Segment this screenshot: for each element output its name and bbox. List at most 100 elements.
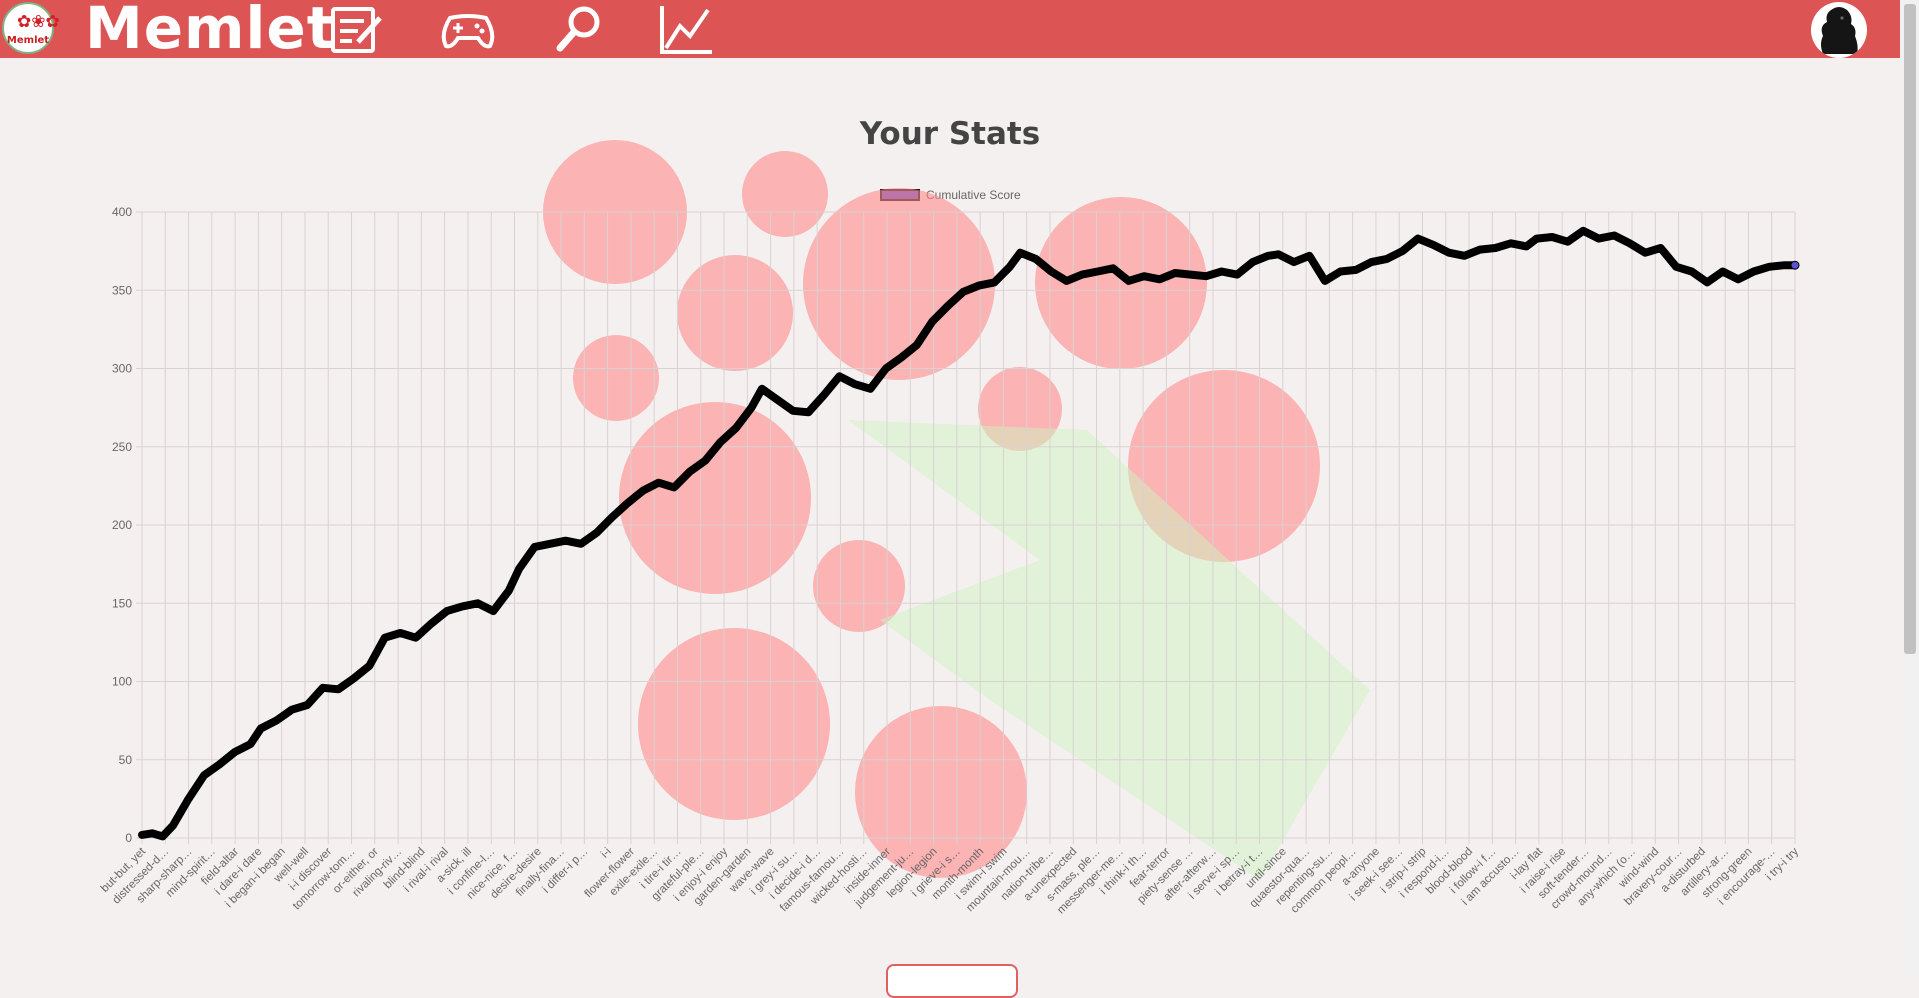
data-point bbox=[366, 663, 372, 669]
chart-lines bbox=[138, 226, 1800, 841]
data-point bbox=[320, 685, 326, 691]
data-point bbox=[382, 635, 388, 641]
data-point bbox=[1461, 253, 1467, 259]
background-bubble bbox=[619, 402, 811, 594]
data-point bbox=[258, 725, 264, 731]
data-point bbox=[1580, 228, 1586, 234]
chart-grid bbox=[136, 211, 1796, 844]
data-point bbox=[594, 530, 600, 536]
data-point bbox=[960, 289, 966, 295]
data-point bbox=[1689, 268, 1695, 274]
data-point bbox=[1549, 234, 1555, 240]
data-point bbox=[232, 749, 238, 755]
gamepad-icon[interactable] bbox=[440, 4, 496, 54]
data-point bbox=[1704, 279, 1710, 285]
data-point bbox=[1033, 256, 1039, 262]
data-point bbox=[687, 469, 693, 475]
data-point bbox=[413, 635, 419, 641]
y-tick-label: 150 bbox=[112, 596, 132, 610]
data-point bbox=[929, 319, 935, 325]
search-icon[interactable] bbox=[552, 4, 608, 54]
x-axis-ticks: but-but, yetdistressed-d…sharp-sharp…min… bbox=[99, 845, 1801, 916]
data-point bbox=[1492, 245, 1498, 251]
background-bubble bbox=[813, 540, 905, 632]
data-point bbox=[1751, 268, 1757, 274]
data-point bbox=[1735, 276, 1741, 282]
background-bubble bbox=[1035, 197, 1207, 369]
data-point bbox=[945, 303, 951, 309]
data-point bbox=[790, 408, 796, 414]
data-point bbox=[1477, 247, 1483, 253]
data-point bbox=[1079, 272, 1085, 278]
data-point bbox=[351, 675, 357, 681]
data-point bbox=[852, 381, 858, 387]
data-point-last bbox=[1790, 260, 1800, 270]
data-point bbox=[1596, 236, 1602, 242]
edit-notes-icon[interactable] bbox=[328, 4, 384, 54]
data-point bbox=[444, 608, 450, 614]
data-point bbox=[1291, 259, 1297, 265]
y-tick-label: 350 bbox=[112, 283, 132, 297]
data-point bbox=[335, 686, 341, 692]
data-point bbox=[506, 588, 512, 594]
background-bubble bbox=[855, 706, 1027, 878]
data-point bbox=[1565, 239, 1571, 245]
data-point bbox=[1534, 236, 1540, 242]
data-point bbox=[1415, 236, 1421, 242]
data-point bbox=[609, 514, 615, 520]
background-bubble bbox=[638, 628, 830, 820]
data-point bbox=[160, 833, 166, 839]
data-point bbox=[1234, 272, 1240, 278]
data-point bbox=[1064, 278, 1070, 284]
data-point bbox=[1627, 240, 1633, 246]
data-point bbox=[1157, 276, 1163, 282]
data-point bbox=[821, 392, 827, 398]
x-tick-label: i-i bbox=[599, 846, 614, 861]
data-point bbox=[1508, 240, 1514, 246]
background-bubble bbox=[677, 255, 793, 371]
logo-text: Memlet bbox=[6, 35, 50, 46]
data-point bbox=[898, 355, 904, 361]
stats-chart-icon[interactable] bbox=[658, 4, 714, 54]
data-point bbox=[1126, 278, 1132, 284]
data-point bbox=[1306, 253, 1312, 259]
data-point bbox=[836, 373, 842, 379]
data-point bbox=[1782, 262, 1788, 268]
brand-title[interactable]: Memlet bbox=[85, 0, 336, 62]
data-point bbox=[749, 405, 755, 411]
data-point bbox=[625, 500, 631, 506]
data-point bbox=[805, 409, 811, 415]
page-title: Your Stats bbox=[859, 116, 1041, 152]
data-point bbox=[475, 600, 481, 606]
data-point bbox=[1322, 278, 1328, 284]
y-tick-label: 400 bbox=[112, 205, 132, 219]
logo[interactable]: ✿❀✿ Memlet bbox=[2, 2, 60, 54]
scrollbar-thumb[interactable] bbox=[1904, 4, 1916, 654]
data-point bbox=[1250, 259, 1256, 265]
data-point bbox=[1172, 270, 1178, 276]
y-tick-label: 250 bbox=[112, 440, 132, 454]
data-point bbox=[201, 772, 207, 778]
data-point bbox=[991, 279, 997, 285]
y-tick-label: 50 bbox=[119, 753, 133, 767]
data-point bbox=[759, 386, 765, 392]
data-point bbox=[139, 832, 145, 838]
stats-chart: 0 50 100 150 200 250 300 350 400 but-but, yetdis… bbox=[99, 140, 1801, 916]
legend-label: Cumulative Score bbox=[926, 188, 1021, 202]
data-point bbox=[656, 480, 662, 486]
data-point bbox=[914, 342, 920, 348]
data-point bbox=[976, 283, 982, 289]
background-star bbox=[848, 420, 1370, 880]
data-point bbox=[1658, 245, 1664, 251]
data-point bbox=[1203, 273, 1209, 279]
flower-icon: ✿❀✿ bbox=[17, 12, 60, 32]
data-point bbox=[304, 702, 310, 708]
scrollbar[interactable] bbox=[1900, 0, 1919, 978]
data-point bbox=[149, 830, 155, 836]
y-tick-label: 200 bbox=[112, 518, 132, 532]
data-point bbox=[289, 707, 295, 713]
dog-avatar[interactable] bbox=[1811, 2, 1867, 58]
data-point bbox=[1110, 265, 1116, 271]
bottom-button[interactable] bbox=[886, 964, 1018, 998]
data-point bbox=[397, 630, 403, 636]
